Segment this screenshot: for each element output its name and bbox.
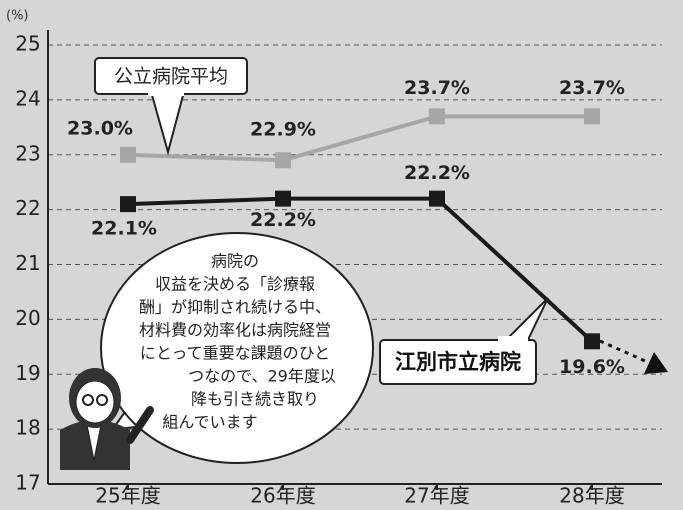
series-callout: 江別市立病院 [395, 350, 521, 374]
callout-mask [148, 88, 184, 96]
point [429, 191, 445, 207]
value-label: 22.1% [91, 218, 157, 240]
value-label: 19.6% [559, 356, 625, 378]
y-tick-label: 20 [15, 306, 40, 330]
y-tick-label: 22 [15, 196, 40, 220]
point [584, 333, 600, 349]
y-tick-label: 24 [15, 86, 40, 110]
annotation-line: にとって重要な課題のひと [140, 344, 330, 363]
page: (%) 17 18 19 20 21 22 23 24 25 23.0% 22.9% 23.7% 23… [0, 0, 683, 510]
value-label: 23.7% [559, 77, 625, 99]
y-tick-label: 18 [15, 416, 40, 440]
value-label: 22.2% [404, 162, 470, 184]
point [120, 196, 136, 212]
y-tick-label: 25 [15, 32, 40, 56]
point [120, 147, 136, 163]
annotation-line: 材料費の効率化は病院経営 [139, 321, 331, 340]
y-tick-label: 19 [15, 361, 40, 385]
annotation-line: 組んでいます [162, 413, 257, 432]
value-label: 23.7% [404, 77, 470, 99]
y-unit-label: (%) [6, 9, 29, 24]
value-label: 22.2% [250, 209, 316, 231]
callout-mask [498, 336, 528, 344]
value-label: 23.0% [67, 117, 133, 139]
y-tick-label: 21 [15, 251, 40, 275]
annotation-line: 病院の [211, 252, 259, 271]
point [275, 191, 291, 207]
point [429, 108, 445, 124]
annotation-line: 収益を決める「診療報 [155, 275, 315, 294]
point [275, 152, 291, 168]
annotation-line: 酬」が抑制され続ける中、 [139, 298, 331, 317]
point [584, 108, 600, 124]
annotation-line: つなので、29年度以 [188, 367, 336, 386]
value-label: 22.9% [250, 119, 316, 141]
series-callout: 公立病院平均 [114, 66, 228, 88]
y-tick-label: 23 [15, 141, 40, 165]
annotation-line: 降も引き続き取り [191, 390, 319, 409]
chart: (%) 17 18 19 20 21 22 23 24 25 23.0% 22.9% 23.7% 23… [0, 0, 683, 510]
y-tick-label: 17 [15, 471, 40, 495]
